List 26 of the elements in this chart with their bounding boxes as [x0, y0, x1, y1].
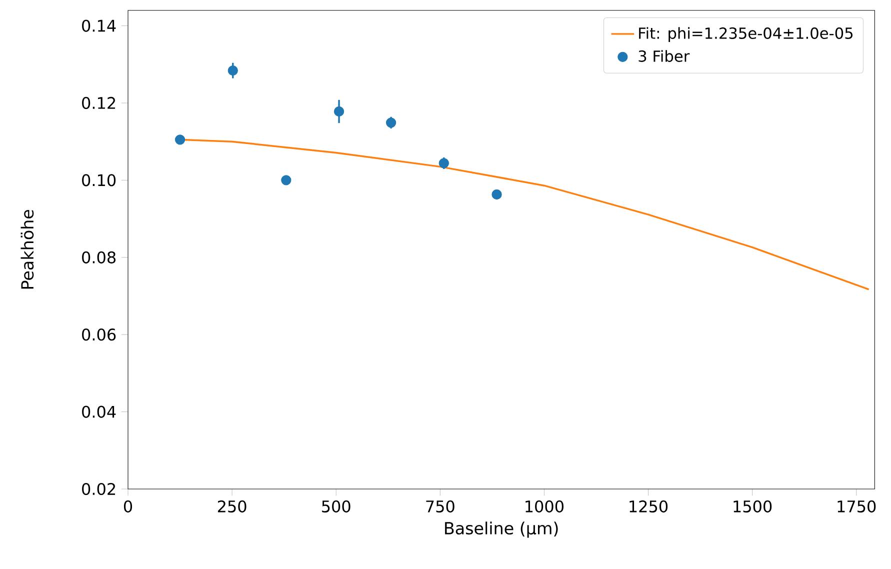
- point: [438, 158, 449, 168]
- x-tick-label: 1250: [630, 500, 668, 512]
- x-tick-label: 750: [426, 500, 454, 512]
- y-tick-label: 0.14: [82, 20, 116, 32]
- point: [386, 118, 396, 128]
- point: [334, 106, 344, 117]
- x-axis-title: Baseline (µm): [445, 522, 558, 538]
- legend-label: Fit: phi=1.235e-04±1.0e-05: [639, 27, 852, 42]
- y-tick-label: 0.08: [82, 251, 116, 264]
- y-axis-title: Peakhöhe: [20, 210, 34, 289]
- x-tick-label: 500: [322, 500, 350, 512]
- y-tick-label: 0.04: [82, 406, 116, 418]
- y-tick-label: 0.10: [82, 174, 116, 186]
- y-tick-label: 0.02: [82, 482, 116, 496]
- point: [492, 189, 502, 200]
- x-tick-label: 250: [218, 500, 246, 512]
- x-tick-label: 0: [124, 500, 132, 512]
- point: [281, 175, 292, 186]
- point: [174, 134, 186, 145]
- x-tick-label: 1750: [838, 500, 876, 512]
- y-tick-label: 0.06: [82, 328, 116, 341]
- y-tick-label: 0.12: [82, 96, 116, 110]
- x-tick-label: 1000: [526, 500, 564, 512]
- legend-label: 3 Fiber: [638, 50, 690, 62]
- point: [228, 65, 238, 76]
- x-tick-label: 1500: [734, 500, 772, 512]
